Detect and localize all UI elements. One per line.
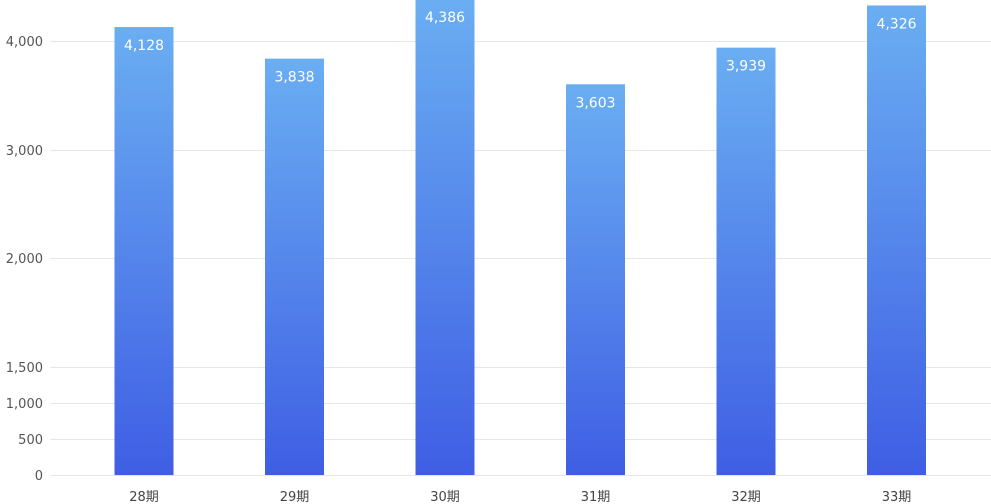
y-tick-label: 4,000 bbox=[6, 35, 43, 50]
bar-value-label: 4,128 bbox=[124, 38, 164, 54]
bars bbox=[114, 0, 926, 476]
bar-value-label: 3,939 bbox=[726, 59, 766, 75]
y-tick-label: 500 bbox=[18, 433, 43, 448]
x-tick-label: 33期 bbox=[882, 490, 912, 504]
y-tick-label: 1,500 bbox=[6, 361, 43, 376]
bar-32期 bbox=[716, 47, 776, 476]
x-tick-label: 32期 bbox=[731, 490, 761, 504]
bar-30期 bbox=[415, 0, 475, 476]
x-tick-label: 28期 bbox=[129, 490, 159, 504]
x-tick-label: 30期 bbox=[430, 490, 460, 504]
gridlines bbox=[50, 41, 991, 476]
bar-31期 bbox=[566, 84, 625, 475]
bar-value-label: 3,603 bbox=[575, 95, 615, 111]
y-axis-ticks: 0 500 1,000 1,500 2,000 3,000 4,000 bbox=[6, 35, 43, 484]
y-tick-label: 1,000 bbox=[6, 397, 43, 412]
x-tick-label: 31期 bbox=[581, 490, 611, 504]
x-axis-ticks: 28期 29期 30期 31期 32期 33期 bbox=[129, 490, 911, 504]
bar-value-label: 4,326 bbox=[876, 16, 916, 32]
x-tick-label: 29期 bbox=[280, 490, 310, 504]
bar-28期 bbox=[114, 27, 174, 475]
y-tick-label: 3,000 bbox=[6, 144, 43, 159]
bar-value-labels: 4,128 3,838 4,386 3,603 3,939 4,326 bbox=[124, 10, 917, 111]
bar-value-label: 4,386 bbox=[425, 10, 465, 26]
bar-29期 bbox=[265, 58, 324, 476]
y-tick-label: 0 bbox=[35, 469, 43, 484]
y-tick-label: 2,000 bbox=[6, 252, 43, 267]
bar-value-label: 3,838 bbox=[274, 70, 314, 86]
bar-33期 bbox=[867, 5, 926, 475]
